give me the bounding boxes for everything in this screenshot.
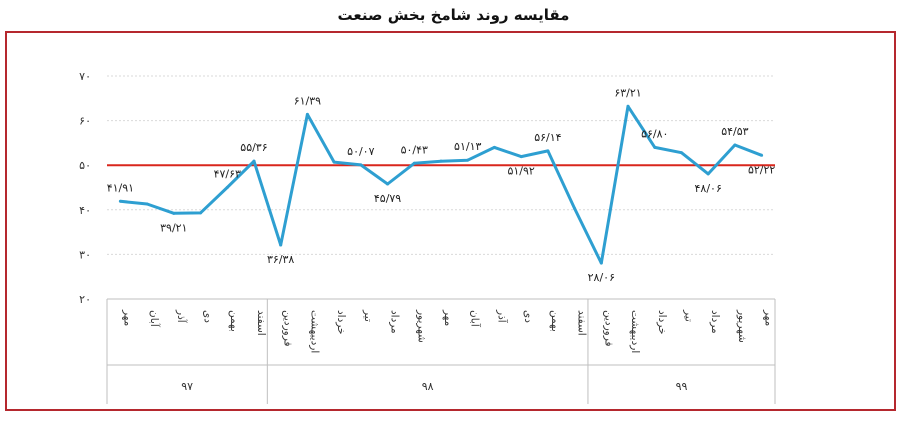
data-label: ۴۵/۷۹ (374, 192, 401, 205)
data-point (679, 151, 683, 155)
data-point (199, 211, 203, 215)
year-label: ۹۹ (676, 380, 688, 393)
x-tick-label: فروردین (282, 310, 294, 347)
x-tick-label: اسفند (576, 310, 588, 336)
y-tick-label: ۷۰ (79, 70, 91, 83)
x-tick-label: اردیبهشت (308, 310, 320, 353)
data-label: ۵۶/۸۰ (641, 127, 668, 140)
data-point (332, 160, 336, 164)
y-tick-label: ۲۰ (79, 293, 91, 306)
data-point (733, 143, 737, 147)
data-label: ۵۶/۱۴ (534, 131, 561, 144)
data-label: ۶۳/۲۱ (614, 86, 641, 99)
chart-frame (5, 31, 896, 411)
data-point (252, 159, 256, 163)
data-point (412, 161, 416, 165)
data-point (599, 261, 603, 265)
data-point (225, 186, 229, 189)
data-label: ۴۷/۶۳ (214, 168, 241, 181)
data-label: ۳۹/۲۱ (160, 221, 187, 234)
data-label: ۲۸/۰۶ (588, 271, 615, 284)
x-tick-label: آبان (148, 310, 161, 328)
x-tick-label: مرداد (709, 310, 721, 334)
data-point (573, 206, 577, 210)
year-label: ۹۷ (181, 380, 193, 393)
x-tick-label: تیر (362, 309, 374, 322)
data-label: ۶۱/۳۹ (294, 94, 321, 107)
x-tick-label: دی (522, 310, 534, 323)
x-tick-label: اردیبهشت (629, 310, 641, 353)
x-tick-label: فروردین (602, 310, 614, 347)
data-label: ۵۰/۴۳ (401, 143, 428, 156)
x-tick-label: مهر (442, 309, 454, 326)
data-label: ۵۵/۳۶ (240, 141, 267, 154)
data-point (519, 155, 523, 159)
x-tick-label: بهمن (549, 310, 561, 332)
data-point (546, 149, 550, 153)
data-label: ۴۱/۹۱ (107, 181, 134, 194)
data-point (760, 153, 764, 157)
data-label: ۵۰/۰۷ (347, 145, 374, 158)
data-point (279, 243, 283, 247)
data-label: ۵۲/۲۲ (748, 163, 775, 176)
x-tick-label: مرداد (389, 310, 401, 334)
data-label: ۵۴/۵۳ (721, 125, 748, 138)
data-point (653, 145, 657, 149)
year-label: ۹۸ (422, 380, 434, 393)
data-point (118, 199, 122, 203)
y-tick-label: ۶۰ (79, 115, 91, 128)
data-point (145, 202, 149, 206)
data-label: ۵۱/۹۲ (507, 165, 534, 178)
data-point (359, 163, 363, 167)
x-tick-label: شهریور (736, 309, 748, 343)
y-tick-label: ۴۰ (79, 204, 91, 217)
x-tick-label: خرداد (656, 310, 668, 335)
x-tick-label: مهر (763, 309, 775, 326)
data-label: ۴۸/۰۶ (695, 182, 722, 195)
y-tick-label: ۵۰ (79, 159, 91, 172)
data-point (466, 158, 470, 162)
data-point (305, 112, 309, 116)
x-tick-label: آذر (175, 309, 188, 324)
x-tick-label: مهر (121, 309, 133, 326)
x-tick-label: بهمن (228, 310, 240, 332)
data-point (386, 182, 390, 186)
data-point (492, 145, 496, 149)
data-point (626, 104, 630, 108)
data-point (439, 159, 443, 163)
x-tick-label: آذر (495, 309, 508, 324)
x-tick-label: خرداد (335, 310, 347, 335)
data-label: ۳۶/۳۸ (267, 253, 294, 266)
x-tick-label: شهریور (415, 309, 427, 343)
x-tick-label: دی (202, 310, 214, 323)
chart-title: مقایسه روند شامخ بخش صنعت (337, 6, 570, 24)
x-tick-label: آبان (469, 310, 482, 328)
y-tick-label: ۳۰ (79, 248, 91, 261)
data-label: ۵۱/۱۳ (454, 140, 481, 153)
x-tick-label: تیر (682, 309, 694, 322)
data-point (706, 172, 710, 176)
x-tick-label: اسفند (255, 310, 267, 336)
data-point (172, 211, 176, 215)
